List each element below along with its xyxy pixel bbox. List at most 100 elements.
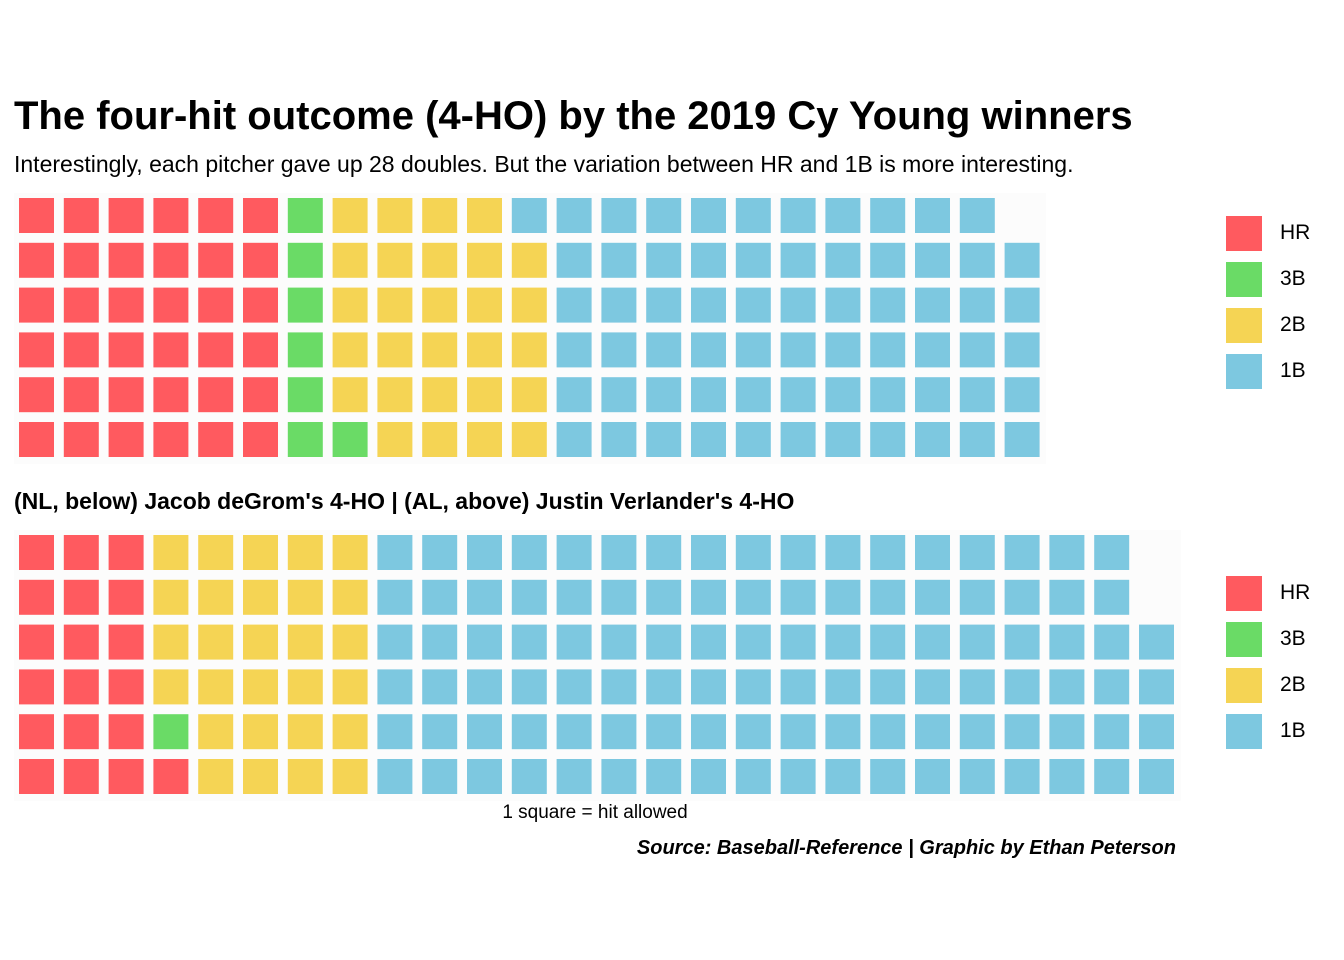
waffle-square-3b [287,198,323,233]
waffle-square-hr [198,287,234,323]
waffle-square-3b [287,377,323,413]
waffle-square-1b [467,714,502,750]
waffle-square-1b [1004,579,1040,615]
waffle-square-1b [556,714,592,750]
waffle-square-1b [556,579,592,615]
waffle-square-1b [959,624,995,660]
waffle-square-1b [825,422,861,457]
waffle-square-1b [601,579,637,615]
chart-subtitle: Interestingly, each pitcher gave up 28 d… [14,151,1074,177]
waffle-square-hr [153,377,189,413]
waffle-square-1b [556,242,592,278]
waffle-square-1b [870,332,906,368]
legend-label: 2B [1280,313,1306,336]
waffle-square-1b [959,535,995,570]
waffle-square-1b [1049,759,1085,794]
waffle-square-1b [959,332,995,368]
waffle-square-1b [735,332,771,368]
waffle-square-2b [243,759,278,794]
waffle-square-1b [646,287,682,323]
waffle-square-1b [870,198,906,233]
waffle-square-hr [108,579,144,615]
waffle-square-1b [870,287,906,323]
waffle-square-1b [959,759,995,794]
waffle-square-1b [646,198,682,233]
waffle-square-1b [646,579,682,615]
waffle-square-1b [915,579,950,615]
waffle-square-1b [735,624,771,660]
waffle-square-hr [19,422,54,457]
legend-label: HR [1280,221,1311,244]
waffle-square-2b [332,377,368,413]
waffle-square-2b [287,669,323,705]
waffle-square-1b [422,759,458,794]
waffle-square-1b [1139,759,1174,794]
waffle-square-hr [108,535,144,570]
waffle-square-1b [556,624,592,660]
waffle-square-hr [243,332,278,368]
waffle-background [14,193,1047,464]
waffle-square-2b [287,759,323,794]
waffle-square-1b [1049,579,1085,615]
waffle-square-1b [780,198,816,233]
waffle-square-1b [601,714,637,750]
waffle-square-hr [108,377,144,413]
waffle-square-hr [63,198,99,233]
waffle-square-1b [601,669,637,705]
waffle-square-hr [19,535,54,570]
waffle-square-1b [691,759,726,794]
waffle-square-hr [19,198,54,233]
waffle-square-1b [691,198,726,233]
waffle-square-1b [556,669,592,705]
waffle-square-1b [1004,714,1040,750]
waffle-square-1b [511,198,547,233]
waffle-square-2b [198,535,234,570]
waffle-square-3b [287,422,323,457]
waffle-square-1b [959,377,995,413]
waffle-square-1b [601,624,637,660]
waffle-square-1b [1004,377,1040,413]
waffle-square-hr [19,759,54,794]
waffle-square-1b [1139,624,1174,660]
waffle-square-2b [332,535,368,570]
waffle-square-1b [601,287,637,323]
waffle-square-1b [556,422,592,457]
waffle-square-1b [780,759,816,794]
waffle-square-hr [198,377,234,413]
waffle-square-1b [511,535,547,570]
waffle-square-1b [646,714,682,750]
waffle-square-1b [870,759,906,794]
waffle-square-1b [646,242,682,278]
waffle-square-hr [63,535,99,570]
waffle-square-1b [556,535,592,570]
waffle-square-2b [511,377,547,413]
waffle-square-1b [825,759,861,794]
waffle-square-1b [1094,579,1130,615]
waffle-square-2b [511,422,547,457]
waffle-square-1b [735,579,771,615]
waffle-square-1b [780,624,816,660]
waffle-square-2b [377,198,413,233]
waffle-square-1b [1139,669,1174,705]
waffle-degrom [14,530,1181,801]
waffle-square-2b [198,669,234,705]
waffle-square-hr [19,669,54,705]
waffle-square-hr [63,579,99,615]
waffle-square-hr [19,332,54,368]
waffle-square-1b [735,669,771,705]
waffle-square-2b [243,624,278,660]
waffle-square-2b [467,242,502,278]
waffle-square-1b [1049,669,1085,705]
waffle-square-1b [825,669,861,705]
waffle-square-2b [422,377,458,413]
waffle-square-1b [825,714,861,750]
waffle-square-1b [915,332,950,368]
legend-swatch [1226,576,1262,611]
waffle-square-hr [198,198,234,233]
waffle-square-1b [556,287,592,323]
waffle-square-hr [63,669,99,705]
legend-swatch [1226,262,1262,297]
waffle-square-1b [825,535,861,570]
waffle-square-3b [287,242,323,278]
waffle-square-1b [735,422,771,457]
